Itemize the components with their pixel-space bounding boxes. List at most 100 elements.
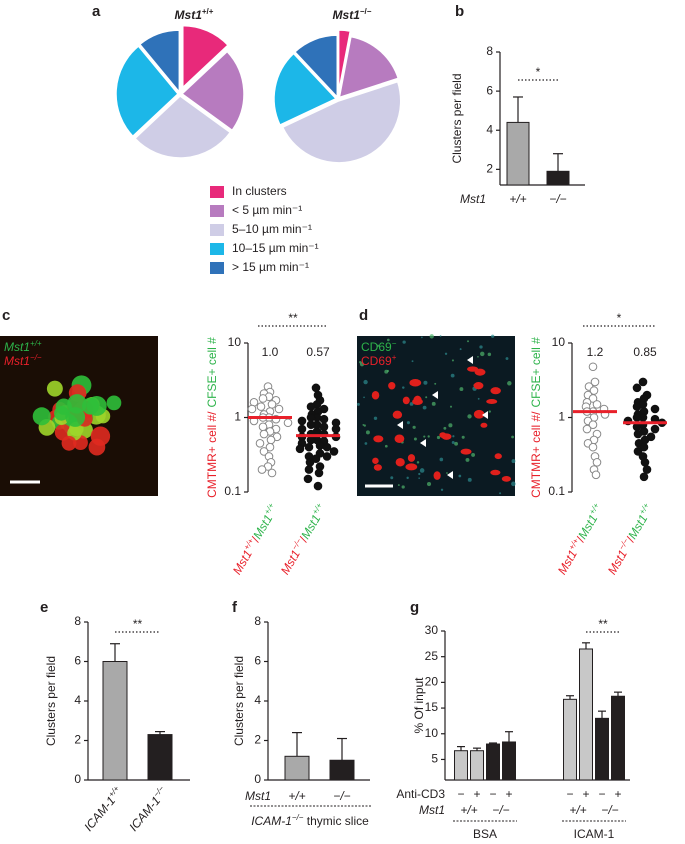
- speck: [358, 361, 362, 364]
- genotype-label: +/+: [569, 803, 586, 817]
- pie-slice: [293, 34, 339, 100]
- micrograph: [356, 334, 516, 512]
- image-label: CD69+: [361, 353, 397, 369]
- pie-slice: [273, 52, 338, 127]
- panel-label: b: [455, 3, 464, 20]
- anti-cd3-mark: +: [614, 787, 621, 801]
- legend-swatch: [210, 224, 224, 236]
- speck: [386, 338, 390, 342]
- speck: [459, 387, 464, 392]
- y-tick-label: 20: [425, 675, 439, 689]
- data-point: [297, 424, 307, 434]
- cell: [46, 380, 63, 397]
- cell: [86, 395, 107, 416]
- bar: [102, 661, 128, 781]
- data-point: [304, 442, 314, 452]
- data-point: [632, 402, 642, 411]
- text-part: +/+: [202, 7, 214, 16]
- arrowhead: [397, 421, 403, 429]
- cell: [405, 463, 418, 471]
- data-point: [313, 481, 323, 491]
- y-tick-label: 0: [254, 772, 261, 786]
- speck: [461, 435, 465, 439]
- x-tick-label: −/−: [333, 789, 350, 803]
- text-part: Mst1: [230, 548, 255, 578]
- speck: [448, 423, 453, 428]
- panel-label: e: [40, 599, 48, 616]
- legend-swatch: [210, 262, 224, 274]
- legend-label: > 15 µm min⁻¹: [232, 260, 309, 274]
- cell: [372, 457, 379, 464]
- mean-label: 1.2: [587, 345, 604, 359]
- text-part: +/+: [30, 339, 42, 348]
- speck: [413, 437, 417, 441]
- speck: [480, 351, 485, 357]
- speck: [487, 352, 492, 357]
- speck: [362, 424, 365, 426]
- cell: [412, 398, 423, 405]
- data-point: [295, 444, 305, 454]
- speck: [364, 442, 368, 445]
- data-point: [642, 465, 652, 474]
- speck: [418, 477, 420, 479]
- genotype-label: −/−: [492, 803, 509, 817]
- data-point: [582, 424, 592, 434]
- speck: [411, 360, 414, 363]
- y-axis-label: CMTMR+ cell #/ CFSE+ cell #: [205, 337, 219, 498]
- data-point: [315, 441, 325, 450]
- data-point: [633, 429, 643, 439]
- x-tick-label: ICAM-1+/+: [80, 784, 126, 834]
- text-part: +/+: [310, 501, 324, 516]
- y-tick-label: 4: [486, 122, 493, 136]
- arrowhead: [420, 439, 426, 447]
- data-point: [304, 465, 314, 474]
- speck: [511, 435, 514, 439]
- arrowhead: [447, 471, 453, 479]
- speck: [449, 405, 453, 408]
- anti-cd3-mark: −: [566, 787, 573, 801]
- cell: [388, 382, 396, 390]
- text-part: /: [574, 534, 588, 544]
- text-part: Mst1: [555, 548, 580, 578]
- x-tick-label: ICAM-1−/−: [125, 784, 171, 834]
- image-label: Mst1−/−: [4, 353, 42, 369]
- text-part: Mst1: [175, 8, 203, 22]
- anti-cd3-mark: −: [598, 787, 605, 801]
- text-part: −: [392, 339, 397, 348]
- data-point: [590, 377, 600, 387]
- row-label: Mst1: [419, 803, 445, 817]
- significance-label: *: [536, 65, 541, 79]
- data-point: [314, 468, 324, 478]
- data-point: [311, 383, 321, 393]
- data-point: [306, 402, 316, 411]
- image-background: [357, 336, 515, 496]
- data-point: [639, 442, 649, 452]
- bar: [486, 743, 500, 781]
- data-point: [267, 468, 277, 478]
- y-tick-label: 6: [486, 83, 493, 97]
- text-part: +/+: [637, 501, 651, 516]
- cell: [394, 434, 405, 443]
- speck: [412, 425, 416, 429]
- text-part: CD69: [361, 354, 392, 368]
- pie-slice: [337, 29, 352, 93]
- text-part: +/+: [262, 501, 276, 516]
- data-point: [322, 442, 332, 452]
- data-point: [247, 404, 257, 414]
- image-label: Mst1+/+: [4, 339, 42, 355]
- y-tick-label: 10: [425, 726, 439, 740]
- cell: [467, 366, 479, 372]
- speck: [459, 348, 462, 351]
- cell: [494, 453, 502, 460]
- speck: [444, 352, 448, 355]
- speck: [454, 441, 459, 446]
- y-tick-label: 1: [234, 410, 241, 424]
- bar: [506, 121, 530, 186]
- bar: [454, 750, 468, 781]
- data-point: [306, 435, 316, 445]
- speck: [471, 452, 476, 457]
- row-label: Anti-CD3: [396, 787, 445, 801]
- speck: [431, 401, 436, 406]
- speck: [465, 457, 470, 462]
- anti-cd3-mark: +: [582, 787, 589, 801]
